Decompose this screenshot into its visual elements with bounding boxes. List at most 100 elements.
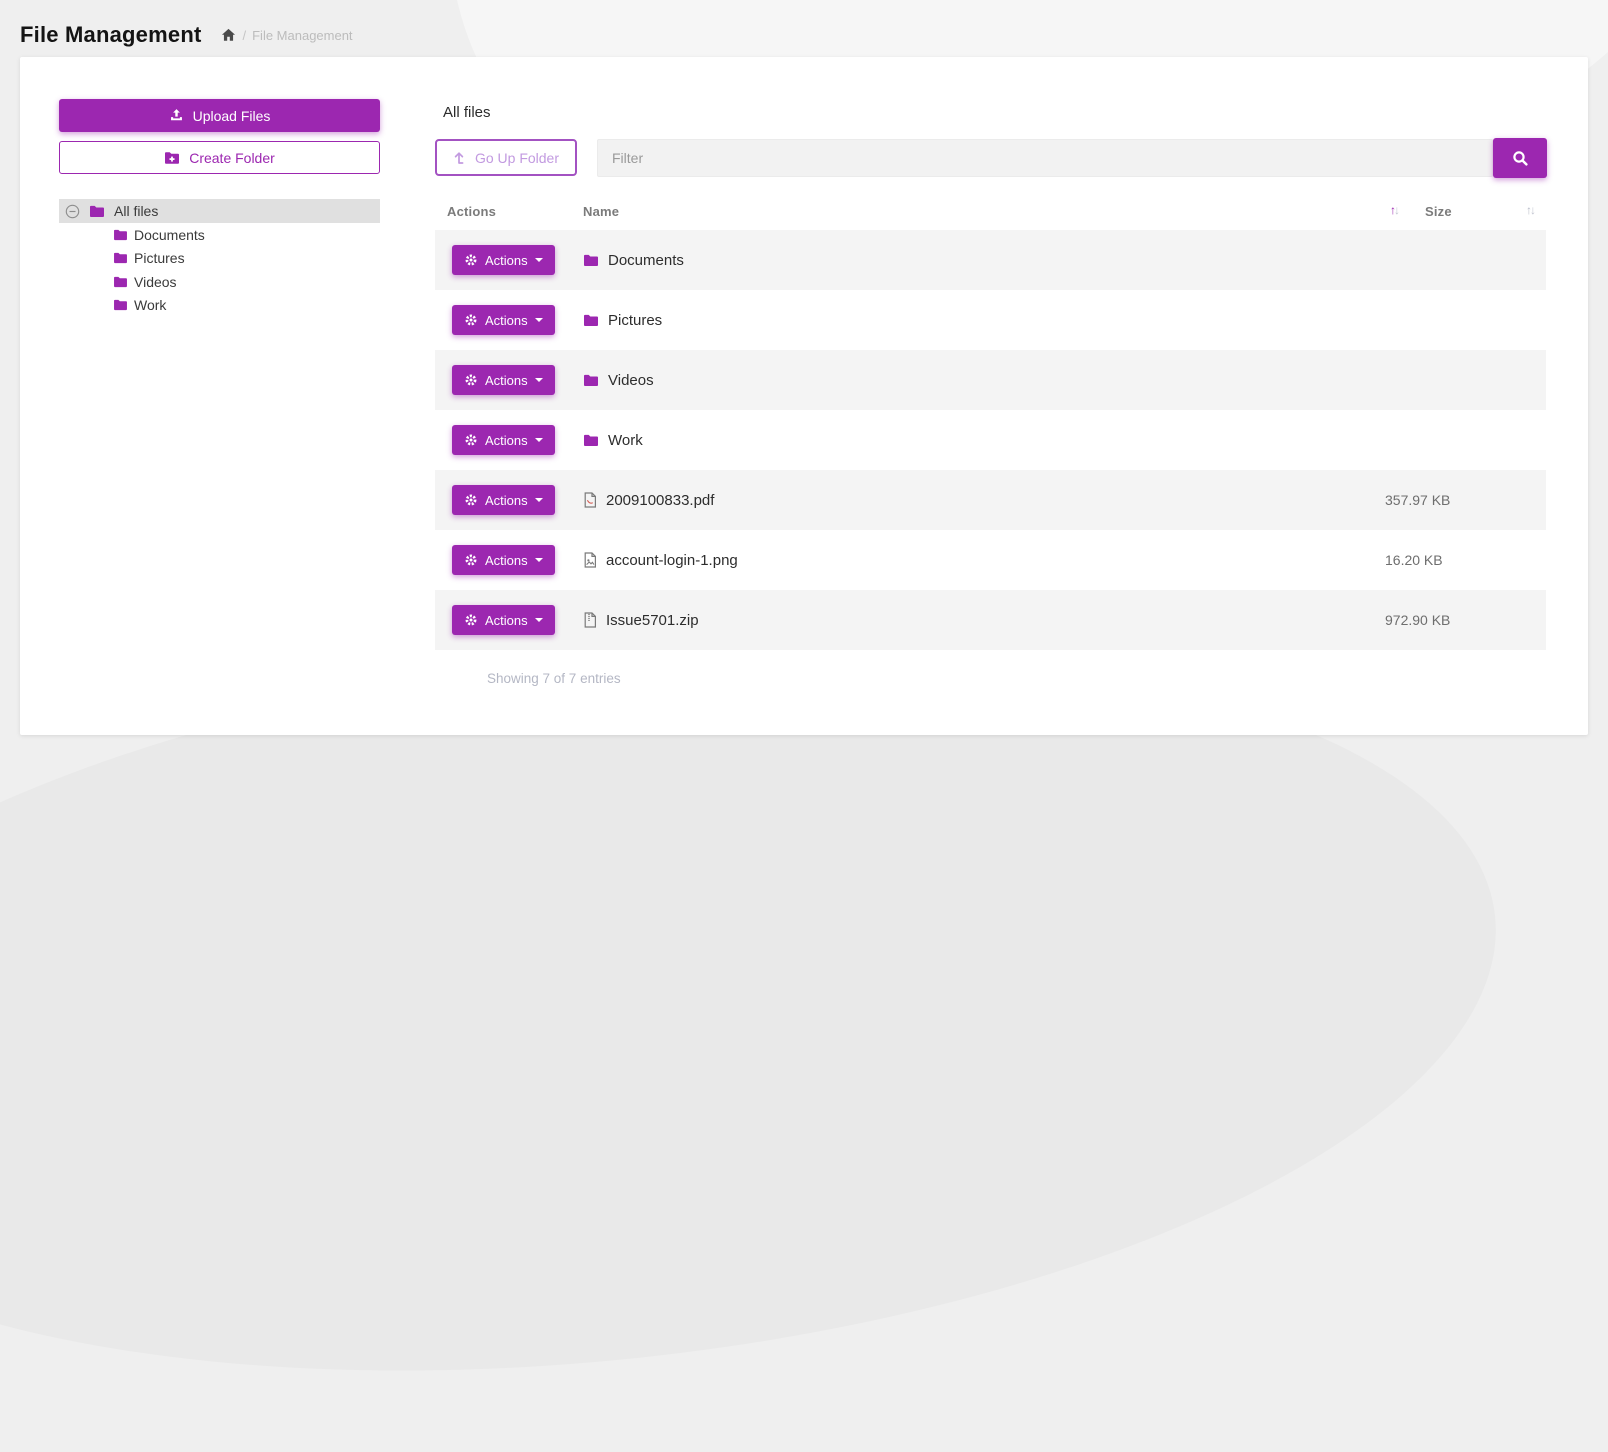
table-row-pictures: Actions Pictures: [435, 290, 1546, 350]
file-name: Issue5701.zip: [606, 611, 699, 629]
actions-button-label: Actions: [485, 252, 528, 268]
upload-files-label: Upload Files: [192, 107, 271, 124]
tree-item-label: Pictures: [134, 250, 185, 267]
actions-dropdown-button[interactable]: Actions: [452, 245, 555, 275]
filter-input[interactable]: [597, 139, 1493, 177]
caret-down-icon: [534, 438, 543, 442]
main-panel: All files Go Up Folder Actions Name ↑↓ S…: [435, 57, 1547, 735]
tree-item-all-files[interactable]: All files: [59, 199, 380, 223]
folder-tree: All files Documents Pictures Videos Work: [59, 199, 380, 317]
tree-item-work[interactable]: Work: [59, 294, 380, 318]
table-row-zip: Actions Issue5701.zip 972.90 KB: [435, 590, 1546, 650]
breadcrumb: / File Management: [221, 27, 353, 43]
gear-icon: [464, 493, 478, 507]
actions-dropdown-button[interactable]: Actions: [452, 365, 555, 395]
pdf-file-icon: [583, 492, 597, 508]
level-up-arrow-icon: [453, 150, 467, 165]
folder-plus-icon: [164, 151, 180, 165]
file-manager-card: Upload Files Create Folder All files Doc…: [20, 57, 1588, 735]
file-size: 972.90 KB: [1385, 612, 1451, 628]
column-header-name[interactable]: Name: [583, 204, 620, 219]
actions-dropdown-button[interactable]: Actions: [452, 425, 555, 455]
gear-icon: [464, 553, 478, 567]
caret-down-icon: [534, 258, 543, 262]
actions-button-label: Actions: [485, 432, 528, 448]
file-name: account-login-1.png: [606, 551, 738, 569]
table-row-pdf: Actions 2009100833.pdf 357.97 KB: [435, 470, 1546, 530]
sort-size-icon[interactable]: ↑↓: [1526, 203, 1536, 217]
file-name: Documents: [608, 251, 684, 269]
file-size: 357.97 KB: [1385, 492, 1451, 508]
actions-dropdown-button[interactable]: Actions: [452, 485, 555, 515]
tree-item-pictures[interactable]: Pictures: [59, 247, 380, 271]
create-folder-button[interactable]: Create Folder: [59, 141, 380, 174]
file-name: 2009100833.pdf: [606, 491, 715, 509]
table-row-work: Actions Work: [435, 410, 1546, 470]
gear-icon: [464, 373, 478, 387]
tree-item-documents[interactable]: Documents: [59, 223, 380, 247]
tree-item-label: Work: [134, 297, 167, 314]
file-name-cell[interactable]: 2009100833.pdf: [583, 492, 714, 509]
file-size: 16.20 KB: [1385, 552, 1443, 568]
page-title: File Management: [20, 22, 202, 47]
file-name-cell[interactable]: Pictures: [583, 312, 662, 329]
file-name: Pictures: [608, 311, 663, 329]
file-name-cell[interactable]: Documents: [583, 252, 684, 269]
topbar: File Management / File Management: [20, 18, 353, 52]
actions-dropdown-button[interactable]: Actions: [452, 605, 555, 635]
file-name-cell[interactable]: Videos: [583, 372, 654, 389]
gear-icon: [464, 313, 478, 327]
breadcrumb-separator: /: [242, 27, 247, 43]
caret-down-icon: [534, 498, 543, 502]
image-file-icon: [583, 552, 597, 568]
column-header-size[interactable]: Size: [1425, 204, 1452, 219]
file-name-cell[interactable]: Work: [583, 432, 643, 449]
folder-icon: [583, 434, 599, 447]
caret-down-icon: [534, 558, 543, 562]
file-table: Actions Documents Actions Pictures: [435, 230, 1546, 650]
zip-file-icon: [583, 612, 597, 628]
file-name: Work: [608, 431, 643, 449]
upload-icon: [169, 108, 184, 123]
tree-item-label: Videos: [134, 273, 177, 290]
go-up-folder-button[interactable]: Go Up Folder: [435, 139, 577, 176]
tree-item-videos[interactable]: Videos: [59, 270, 380, 294]
actions-dropdown-button[interactable]: Actions: [452, 545, 555, 575]
folder-icon: [583, 374, 599, 387]
minus-circle-icon[interactable]: [65, 204, 80, 219]
file-name-cell[interactable]: Issue5701.zip: [583, 612, 699, 629]
file-name-cell[interactable]: account-login-1.png: [583, 552, 738, 569]
actions-button-label: Actions: [485, 312, 528, 328]
gear-icon: [464, 253, 478, 267]
table-row-documents: Actions Documents: [435, 230, 1546, 290]
sort-name-icon[interactable]: ↑↓: [1390, 203, 1400, 217]
breadcrumb-current: File Management: [252, 27, 353, 43]
caret-down-icon: [534, 318, 543, 322]
home-icon[interactable]: [221, 28, 236, 42]
folder-icon: [113, 252, 128, 264]
table-row-videos: Actions Videos: [435, 350, 1546, 410]
folder-icon: [113, 229, 128, 241]
actions-dropdown-button[interactable]: Actions: [452, 305, 555, 335]
gear-icon: [464, 613, 478, 627]
folder-icon: [113, 276, 128, 288]
file-name: Videos: [608, 371, 654, 389]
search-icon: [1512, 150, 1529, 167]
tree-item-label: All files: [114, 203, 159, 219]
search-button[interactable]: [1493, 138, 1547, 178]
tree-item-label: Documents: [134, 226, 205, 243]
caret-down-icon: [534, 618, 543, 622]
entries-summary: Showing 7 of 7 entries: [487, 671, 621, 686]
upload-files-button[interactable]: Upload Files: [59, 99, 380, 132]
actions-button-label: Actions: [485, 612, 528, 628]
gear-icon: [464, 433, 478, 447]
folder-icon: [583, 314, 599, 327]
current-folder-label: All files: [443, 104, 491, 121]
go-up-folder-label: Go Up Folder: [474, 149, 560, 166]
folder-icon: [113, 299, 128, 311]
actions-button-label: Actions: [485, 372, 528, 388]
column-header-actions: Actions: [447, 204, 497, 219]
caret-down-icon: [534, 378, 543, 382]
folder-icon: [89, 205, 105, 218]
actions-button-label: Actions: [485, 552, 528, 568]
